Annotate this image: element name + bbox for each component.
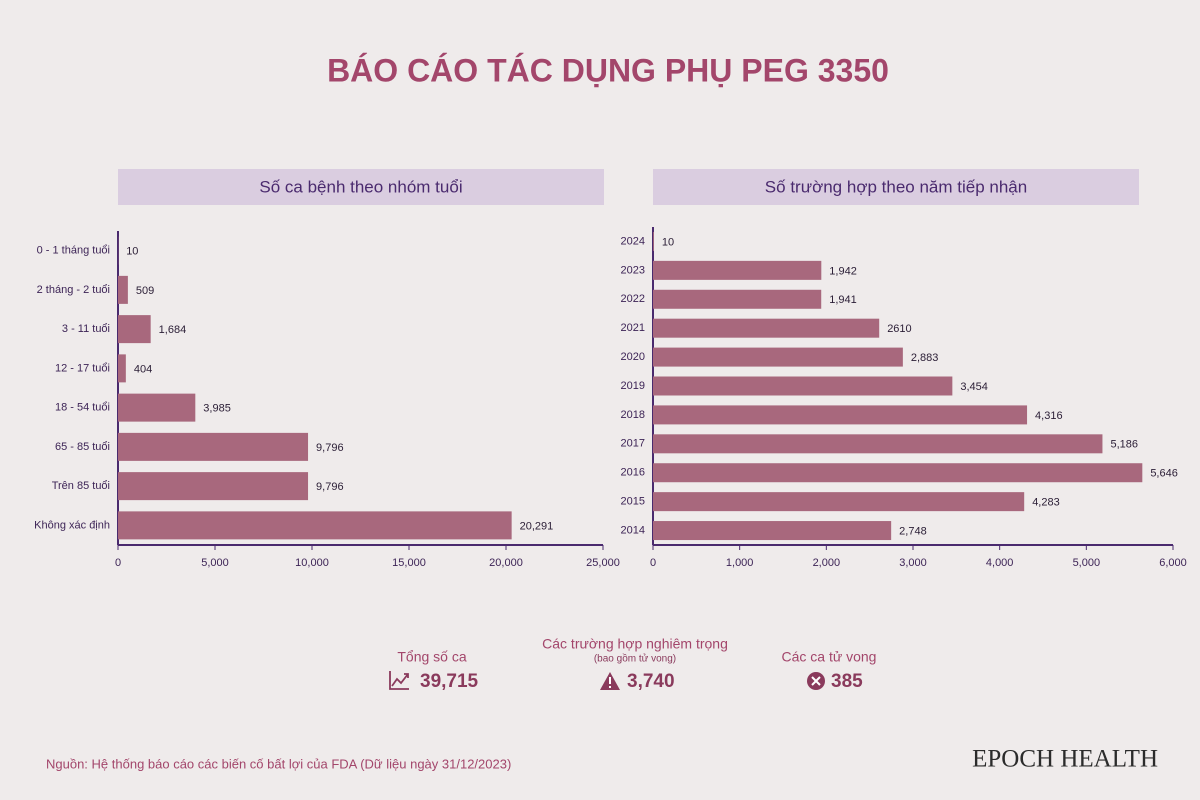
bar <box>653 492 1025 512</box>
value-label: 5,646 <box>1150 468 1178 480</box>
value-label: 2610 <box>887 323 911 335</box>
bar <box>118 511 512 540</box>
icon <box>389 671 409 690</box>
y-tick-label: Trên 85 tuổi <box>52 480 110 492</box>
value-label: 20,291 <box>520 520 554 532</box>
value-label: 2,883 <box>911 352 939 364</box>
page-title: BÁO CÁO TÁC DỤNG PHỤ PEG 3350 <box>327 52 889 88</box>
value-label: 1,941 <box>829 294 857 306</box>
stat: Các trường hợp nghiêm trọng (bao gồm tử … <box>542 636 728 692</box>
y-tick-label: 18 - 54 tuổi <box>55 402 110 414</box>
x-tick-label: 4,000 <box>986 557 1014 569</box>
chart-title: Số ca bệnh theo nhóm tuổi <box>259 177 462 196</box>
y-tick-label: 2020 <box>621 351 645 363</box>
source: Nguồn: Hệ thống báo cáo các biến cố bất … <box>46 756 511 771</box>
x-tick-label: 0 <box>650 557 656 569</box>
y-tick-label: 0 - 1 tháng tuổi <box>37 245 110 257</box>
icon <box>811 676 821 686</box>
value-label: 509 <box>136 285 154 297</box>
bar <box>653 231 654 251</box>
y-tick-label: 2019 <box>621 380 645 392</box>
bar <box>653 347 903 367</box>
value-label: 2,748 <box>899 525 927 537</box>
bar <box>118 393 196 422</box>
value-label: 1,684 <box>159 324 187 336</box>
stat-label: Tổng số ca <box>397 649 466 665</box>
value-label: 4,316 <box>1035 410 1063 422</box>
bar <box>653 260 822 280</box>
bar <box>653 405 1028 425</box>
icon <box>609 686 611 688</box>
y-tick-label: 3 - 11 tuổi <box>62 323 110 335</box>
bar <box>653 289 822 309</box>
chart-title: Số trường hợp theo năm tiếp nhận <box>765 177 1027 196</box>
y-tick-label: 2017 <box>621 438 645 450</box>
y-tick-label: 2 tháng - 2 tuổi <box>37 284 110 296</box>
stat-value: 385 <box>831 671 863 692</box>
x-tick-label: 5,000 <box>1073 557 1101 569</box>
stat-note: (bao gồm tử vong) <box>594 653 676 665</box>
bar <box>653 376 953 396</box>
y-tick-label: 12 - 17 tuổi <box>55 362 110 374</box>
y-tick-label: 2015 <box>621 496 645 508</box>
y-tick-label: Không xác định <box>34 519 110 531</box>
stat: Các ca tử vong 385 <box>782 649 877 692</box>
bar <box>118 432 309 461</box>
value-label: 9,796 <box>316 481 344 493</box>
value-label: 5,186 <box>1110 439 1138 451</box>
icon <box>609 677 611 684</box>
value-label: 1,942 <box>829 265 857 277</box>
x-tick-label: 2,000 <box>813 557 841 569</box>
bar <box>118 472 309 501</box>
y-tick-label: 2023 <box>621 264 645 276</box>
stat-label: Các trường hợp nghiêm trọng <box>542 636 728 652</box>
x-tick-label: 6,000 <box>1159 557 1187 569</box>
bar <box>118 275 128 304</box>
stat-value: 39,715 <box>420 671 479 692</box>
bar <box>118 315 151 344</box>
bar <box>118 354 126 383</box>
value-label: 404 <box>134 363 152 375</box>
x-tick-label: 20,000 <box>489 557 523 569</box>
panel-header <box>118 169 604 205</box>
y-tick-label: 65 - 85 tuổi <box>55 441 110 453</box>
y-tick-label: 2022 <box>621 293 645 305</box>
x-tick-label: 5,000 <box>201 557 229 569</box>
value-label: 10 <box>126 246 138 258</box>
bar <box>653 463 1143 483</box>
x-tick-label: 0 <box>115 557 121 569</box>
stat-value: 3,740 <box>627 671 675 692</box>
x-tick-label: 15,000 <box>392 557 426 569</box>
value-label: 3,985 <box>203 403 231 415</box>
value-label: 10 <box>662 236 674 248</box>
panel-header <box>653 169 1139 205</box>
value-label: 4,283 <box>1032 497 1060 509</box>
y-tick-label: 2024 <box>621 235 645 247</box>
x-tick-label: 3,000 <box>899 557 927 569</box>
x-tick-label: 10,000 <box>295 557 329 569</box>
brand: EPOCH HEALTH <box>972 746 1158 773</box>
bar <box>653 521 892 541</box>
y-tick-label: 2018 <box>621 409 645 421</box>
y-tick-label: 2021 <box>621 322 645 334</box>
value-label: 3,454 <box>960 381 988 393</box>
stat-label: Các ca tử vong <box>782 649 877 665</box>
bar <box>653 434 1103 454</box>
bar <box>653 318 880 338</box>
y-tick-label: 2016 <box>621 467 645 479</box>
stat: Tổng số ca 39,715 <box>389 649 479 692</box>
x-tick-label: 1,000 <box>726 557 754 569</box>
x-tick-label: 25,000 <box>586 557 620 569</box>
value-label: 9,796 <box>316 442 344 454</box>
y-tick-label: 2014 <box>621 524 645 536</box>
